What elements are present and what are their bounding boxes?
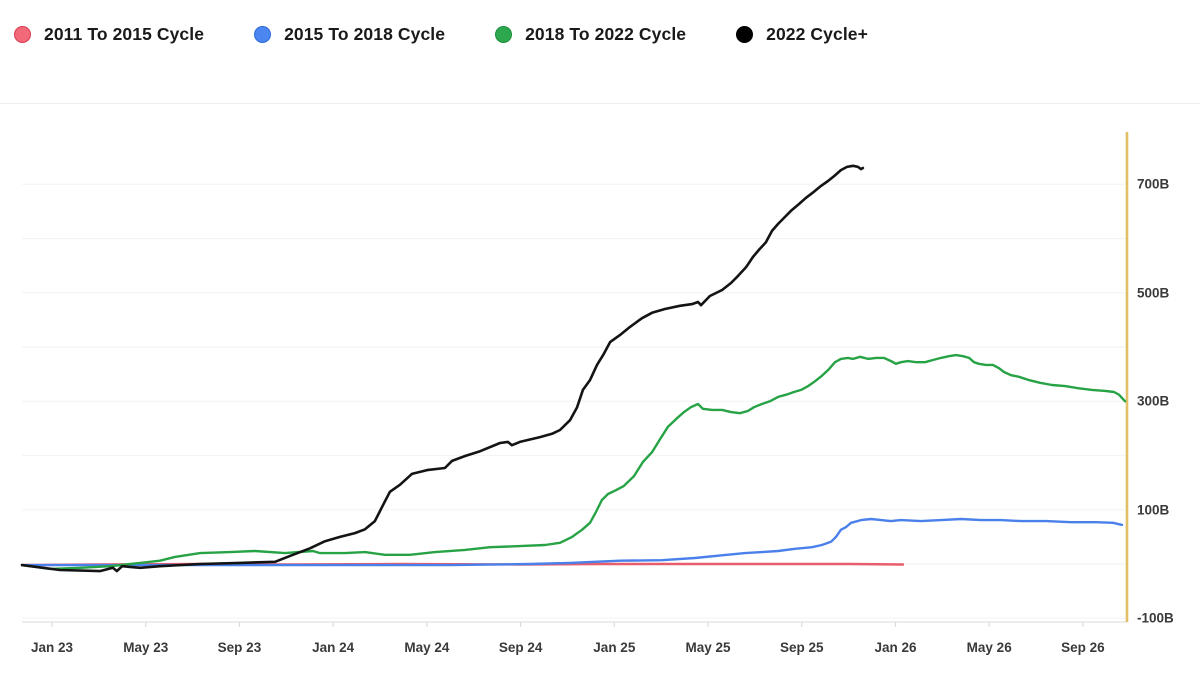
legend-item-2022-cycle-plus[interactable]: 2022 Cycle+ (736, 24, 868, 45)
legend-dot-blue-icon (254, 26, 272, 43)
y-tick-label: 100B (1137, 502, 1170, 518)
legend-item-2011-2015-cycle[interactable]: 2011 To 2015 Cycle (14, 24, 204, 45)
legend-label: 2015 To 2018 Cycle (284, 24, 446, 44)
x-tick-label: Jan 25 (593, 640, 636, 655)
legend-dot-black-icon (736, 26, 754, 43)
legend-label: 2018 To 2022 Cycle (525, 24, 687, 44)
legend-item-2018-2022-cycle[interactable]: 2018 To 2022 Cycle (495, 24, 686, 45)
legend: 2011 To 2015 Cycle 2015 To 2018 Cycle 20… (14, 24, 868, 45)
x-tick-label: Sep 26 (1061, 640, 1105, 655)
x-tick-label: Sep 24 (498, 640, 543, 655)
x-tick-label: Sep 25 (779, 640, 824, 655)
x-tick-label: May 24 (404, 640, 450, 655)
x-tick-label: May 26 (966, 640, 1012, 655)
legend-divider (0, 103, 1200, 104)
series-line-2015-to-2018-cycle (20, 517, 1124, 567)
y-tick-label: 500B (1137, 285, 1170, 301)
series-line-2022-cycle (20, 164, 865, 573)
legend-item-2015-2018-cycle[interactable]: 2015 To 2018 Cycle (254, 24, 445, 45)
y-tick-label: -100B (1137, 610, 1174, 626)
x-tick-label: Jan 26 (874, 640, 917, 655)
x-tick-label: Jan 23 (30, 640, 74, 655)
y-tick-label: 700B (1137, 176, 1170, 192)
x-tick-label: Sep 23 (217, 640, 262, 655)
legend-dot-green-icon (495, 26, 513, 43)
series-line-2018-to-2022-cycle (20, 353, 1127, 571)
x-tick-label: May 23 (123, 640, 169, 655)
x-tick-label: Jan 24 (312, 640, 355, 655)
x-tick-label: May 25 (685, 640, 731, 655)
legend-dot-red-icon (14, 26, 31, 43)
legend-label: 2022 Cycle+ (766, 24, 868, 44)
legend-label: 2011 To 2015 Cycle (44, 24, 205, 44)
y-tick-label: 300B (1137, 393, 1170, 409)
